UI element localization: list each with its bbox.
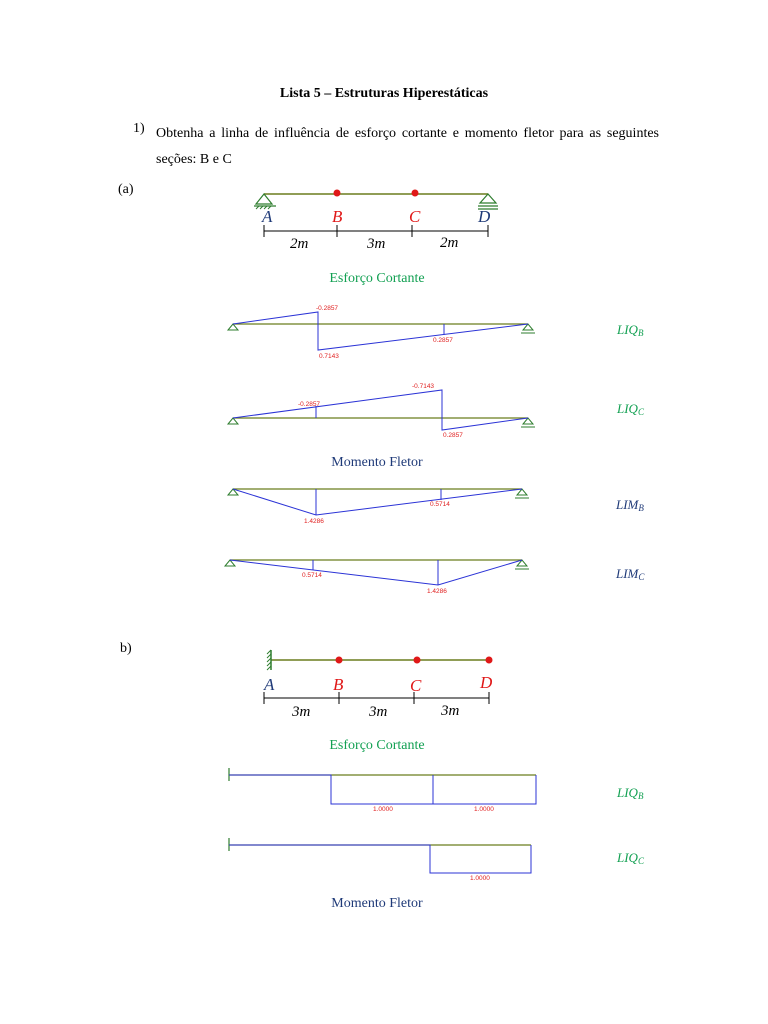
lim-b-diagram-a: 1.4286 0.5714 <box>226 488 529 525</box>
shear-title-a: Esforço Cortante <box>329 271 425 286</box>
liq-b-diagram-a: -0.2857 0.7143 0.2857 <box>226 305 535 360</box>
value: 1.0000 <box>474 806 494 813</box>
point-d: D <box>477 207 491 226</box>
span-3: 3m <box>440 703 460 719</box>
beam-a: A B C D 2m 3m 2m <box>254 189 498 252</box>
node-b <box>335 656 343 664</box>
span-1: 3m <box>291 704 311 720</box>
value: 1.4286 <box>427 588 447 595</box>
part-a-label: (a) <box>118 182 134 197</box>
moment-title-a: Momento Fletor <box>331 455 423 470</box>
node-d <box>485 656 493 664</box>
liq-c-label-a: LIQC <box>617 401 644 417</box>
point-d: D <box>479 673 493 692</box>
value: -0.7143 <box>412 383 434 390</box>
value: 1.0000 <box>470 875 490 882</box>
liq-c-label-b: LIQC <box>617 850 644 866</box>
point-a: A <box>263 675 275 694</box>
value: -0.2857 <box>316 305 338 312</box>
roller-support-icon <box>478 193 498 210</box>
value: 0.5714 <box>430 501 450 508</box>
point-b: B <box>333 675 344 694</box>
value: 0.2857 <box>433 337 453 344</box>
span-2: 3m <box>366 236 386 252</box>
page-title: Lista 5 – Estruturas Hiperestáticas <box>279 86 489 101</box>
span-1: 2m <box>290 236 309 252</box>
beam-b: A B C D 3m 3m 3m <box>263 649 493 720</box>
moment-title-b: Momento Fletor <box>331 896 423 911</box>
span-3: 2m <box>440 235 459 251</box>
question-text: Obtenha a linha de influência de esforço… <box>156 126 659 167</box>
lim-b-label-a: LIMB <box>616 497 644 513</box>
lim-c-diagram-a: 0.5714 1.4286 <box>223 559 529 595</box>
question-number: 1) <box>133 121 145 136</box>
node-c <box>411 189 419 197</box>
fixed-support-icon <box>266 649 272 671</box>
liq-b-label-b: LIQB <box>617 785 644 801</box>
value: 0.7143 <box>319 353 339 360</box>
liq-b-label-a: LIQB <box>617 322 644 338</box>
value: 0.2857 <box>443 432 463 439</box>
point-c: C <box>409 207 421 226</box>
liq-c-diagram-a: -0.2857 -0.7143 0.2857 <box>226 383 535 439</box>
liq-c-diagram-b: 1.0000 <box>228 838 532 882</box>
value: 1.0000 <box>373 806 393 813</box>
part-b-label: b) <box>120 641 132 656</box>
point-b: B <box>332 207 343 226</box>
node-b <box>333 189 341 197</box>
value: -0.2857 <box>298 401 320 408</box>
span-2: 3m <box>368 704 388 720</box>
value: 0.5714 <box>302 572 322 579</box>
node-c <box>413 656 421 664</box>
shear-title-b: Esforço Cortante <box>329 738 425 753</box>
lim-c-label-a: LIMC <box>616 566 645 582</box>
point-a: A <box>261 207 273 226</box>
value: 1.4286 <box>304 518 324 525</box>
liq-b-diagram-b: 1.0000 1.0000 <box>228 768 537 813</box>
point-c: C <box>410 676 422 695</box>
pin-support-icon <box>254 193 276 210</box>
